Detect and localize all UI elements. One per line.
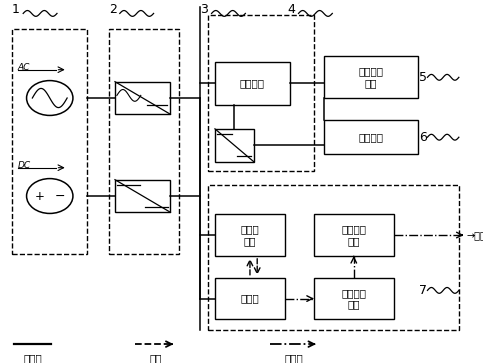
Bar <box>12 29 87 254</box>
Text: 电源流: 电源流 <box>24 354 42 363</box>
Text: DC: DC <box>18 160 31 170</box>
Text: 干燥纯化
模块: 干燥纯化 模块 <box>341 224 366 246</box>
Text: 显示单元: 显示单元 <box>358 132 383 142</box>
Text: 1: 1 <box>12 3 20 16</box>
Bar <box>314 278 394 319</box>
Text: 3: 3 <box>200 3 208 16</box>
Text: 原料水
模块: 原料水 模块 <box>241 224 259 246</box>
Text: 6: 6 <box>419 131 427 144</box>
Text: 电池模块: 电池模块 <box>240 78 265 89</box>
Text: 7: 7 <box>419 284 427 297</box>
Bar <box>324 120 418 154</box>
Bar <box>324 56 418 98</box>
Bar <box>115 180 170 212</box>
Bar <box>208 185 459 330</box>
Bar <box>215 278 285 319</box>
Text: 气水分离
模块: 气水分离 模块 <box>341 288 366 309</box>
Text: 水流: 水流 <box>149 354 162 363</box>
Text: +: + <box>35 189 45 203</box>
Bar <box>215 62 290 105</box>
Text: 2: 2 <box>109 3 116 16</box>
Text: 5: 5 <box>419 71 427 84</box>
Bar <box>208 15 314 171</box>
Text: →产品氢: →产品氢 <box>466 230 483 240</box>
Bar <box>215 214 285 256</box>
Text: −: − <box>54 189 65 203</box>
Text: AC: AC <box>18 62 30 72</box>
Bar <box>314 214 394 256</box>
Bar <box>109 29 179 254</box>
Text: 电解槽: 电解槽 <box>241 294 259 303</box>
Bar <box>215 129 254 162</box>
Text: 氢气流: 氢气流 <box>284 354 303 363</box>
Text: 4: 4 <box>287 3 295 16</box>
Bar <box>115 82 170 114</box>
Text: 监测控制
单元: 监测控制 单元 <box>358 66 383 88</box>
